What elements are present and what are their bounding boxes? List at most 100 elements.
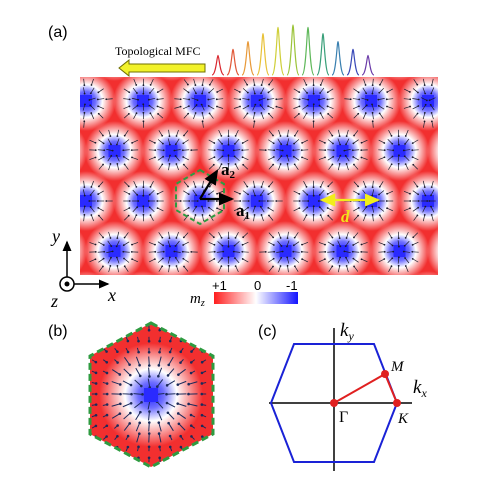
spin-arrow — [386, 98, 394, 100]
spin-arrow — [287, 231, 289, 239]
spin-arrow — [302, 87, 308, 94]
spin-arrow — [302, 105, 308, 110]
spin-arrow — [123, 139, 130, 144]
spin-arrow-head — [158, 445, 161, 449]
spin-arrow — [378, 98, 385, 100]
spin-arrow — [293, 88, 300, 93]
spin-arrow — [386, 207, 394, 212]
spin-arrow-head — [430, 84, 433, 87]
spin-arrow-head — [105, 361, 109, 364]
spin-arrow-head — [190, 350, 193, 353]
spin-arrow — [167, 155, 171, 162]
spin-arrow — [218, 129, 222, 137]
spin-arrow-head — [105, 98, 108, 101]
spin-arrow-head — [423, 186, 426, 189]
spin-arrow — [405, 129, 409, 137]
spin-arrow — [431, 180, 434, 188]
spin-arrow-head — [343, 250, 346, 253]
spin-arrow-head — [149, 112, 152, 115]
spin-arrow-head — [140, 384, 143, 388]
spin-arrow-head — [409, 207, 411, 210]
spin-arrow — [328, 215, 333, 221]
spin-arrow-head — [122, 155, 125, 158]
spin-arrow — [135, 367, 141, 377]
skyrmion-closeup — [90, 323, 213, 467]
spin-arrow-head — [247, 193, 249, 196]
spin-arrow — [378, 207, 385, 212]
spin-arrow-head — [360, 141, 363, 144]
spin-arrow — [156, 379, 164, 387]
spin-arrow-head — [227, 264, 230, 267]
spin-arrow — [108, 129, 111, 137]
spin-arrow-head — [188, 200, 191, 202]
spin-arrow-head — [327, 214, 330, 217]
spin-arrow-head — [247, 206, 249, 209]
spin-arrow — [98, 190, 104, 195]
spin-arrow — [157, 251, 164, 253]
spin-arrow-head — [201, 92, 204, 95]
spin-arrow — [174, 149, 181, 151]
spin-arrow-head — [371, 103, 373, 106]
spin-arrow — [182, 98, 190, 100]
spin-arrow-head — [216, 207, 218, 210]
spin-arrow-head — [154, 243, 156, 246]
spin-arrow — [423, 121, 425, 128]
spin-arrow-head — [161, 134, 164, 137]
spin-arrow-head — [174, 155, 177, 157]
spin-arrow-head — [189, 361, 193, 364]
spin-arrow-head — [402, 250, 405, 253]
spin-arrow-head — [306, 104, 309, 107]
spin-arrow — [412, 156, 419, 161]
spin-arrow — [98, 156, 104, 161]
spin-arrow — [91, 348, 97, 352]
spin-arrow-head — [201, 84, 204, 87]
spin-arrow — [268, 207, 274, 212]
spin-arrow-head — [147, 421, 151, 424]
spin-arrow-head — [116, 264, 119, 267]
spin-arrow — [174, 106, 181, 109]
spin-arrow-head — [213, 250, 216, 253]
spin-arrow — [260, 206, 265, 213]
spin-arrow-head — [332, 142, 334, 145]
spin-arrow — [378, 105, 385, 110]
spin-arrow — [405, 265, 409, 273]
spin-arrow-head — [195, 92, 197, 95]
skyrmion-core — [0, 45, 7, 57]
spin-arrow-head — [97, 185, 100, 188]
spin-arrow — [158, 130, 163, 136]
spin-arrow-head — [360, 243, 363, 246]
spin-arrow-head — [127, 112, 130, 115]
skyrmion-core — [394, 45, 406, 57]
spin-arrow-head — [353, 163, 355, 166]
spin-arrow-head — [94, 156, 97, 159]
comb-line — [241, 41, 255, 76]
comb-line — [316, 32, 330, 76]
spin-arrow — [217, 241, 223, 246]
spin-arrow-head — [344, 245, 347, 248]
spin-arrow — [386, 106, 394, 109]
spin-arrow — [208, 164, 215, 170]
spin-arrow — [387, 156, 393, 161]
spin-arrow — [361, 104, 368, 111]
spin-arrow-head — [216, 105, 218, 108]
spin-arrow-head — [168, 135, 171, 138]
spin-arrow — [92, 447, 96, 451]
spin-arrow — [176, 231, 179, 239]
spin-arrow — [150, 181, 154, 187]
spin-arrow — [413, 79, 418, 85]
spin-arrow-head — [391, 142, 394, 145]
spin-arrow — [89, 157, 96, 160]
spin-arrow — [178, 423, 186, 431]
spin-arrow-head — [88, 99, 91, 101]
spin-arrow-head — [383, 243, 386, 246]
spin-arrow-head — [94, 250, 97, 253]
spin-arrow-head — [386, 105, 388, 108]
spin-arrow — [234, 257, 240, 264]
spin-arrow-head — [105, 435, 108, 438]
spin-arrow-head — [162, 149, 165, 152]
spin-arrow-head — [423, 120, 426, 123]
spin-arrow-head — [176, 383, 180, 386]
skyrmion-core — [479, 195, 491, 207]
spin-arrow-head — [141, 393, 144, 396]
spin-arrow-head — [168, 350, 172, 354]
